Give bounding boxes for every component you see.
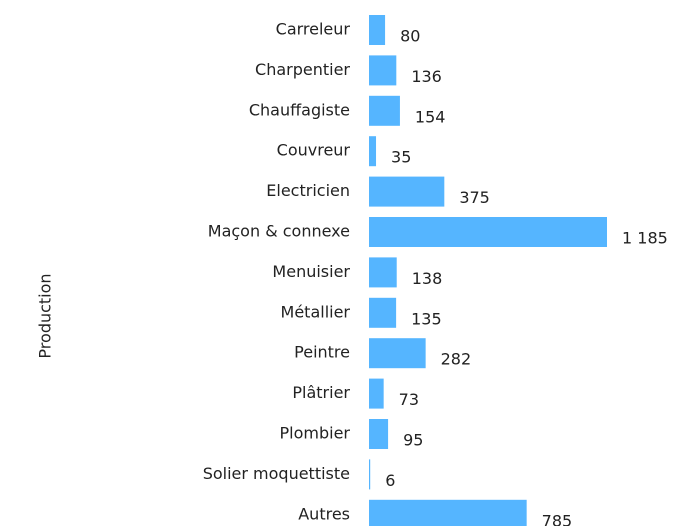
value-label: 138 <box>412 269 443 288</box>
value-label: 95 <box>403 431 423 450</box>
value-label: 35 <box>391 148 411 167</box>
category-label: Autres <box>298 504 350 523</box>
bar <box>369 257 397 288</box>
category-label: Electricien <box>266 181 350 200</box>
category-label: Métallier <box>281 302 351 321</box>
category-label: Peintre <box>294 343 350 362</box>
bar <box>369 55 397 86</box>
bar <box>369 95 400 126</box>
category-label: Carreleur <box>276 20 351 39</box>
value-label: 6 <box>385 471 395 490</box>
value-label: 785 <box>542 511 573 526</box>
value-label: 375 <box>459 188 490 207</box>
y-axis-label: Production <box>36 273 55 358</box>
category-label: Solier moquettiste <box>203 464 350 483</box>
value-label: 1 185 <box>622 229 668 248</box>
bar <box>369 297 397 328</box>
category-label: Charpentier <box>255 60 350 79</box>
bar <box>369 338 426 369</box>
value-label: 154 <box>415 107 446 126</box>
category-label: Menuisier <box>272 262 350 281</box>
bar <box>369 378 384 409</box>
bar <box>369 15 386 45</box>
value-label: 282 <box>441 350 472 369</box>
value-label: 73 <box>399 390 419 409</box>
bar <box>369 217 607 247</box>
value-label: 136 <box>411 67 442 86</box>
category-label: Chauffagiste <box>249 100 350 119</box>
category-label: Plombier <box>280 424 351 443</box>
category-label: Couvreur <box>277 141 351 160</box>
bar <box>369 136 377 167</box>
category-label: Maçon & connexe <box>208 222 350 241</box>
bar <box>369 459 371 490</box>
bar <box>369 176 445 207</box>
bar <box>369 499 527 526</box>
value-label: 80 <box>400 27 420 46</box>
category-label: Plâtrier <box>292 383 350 402</box>
value-label: 135 <box>411 309 442 328</box>
bar <box>369 419 389 449</box>
